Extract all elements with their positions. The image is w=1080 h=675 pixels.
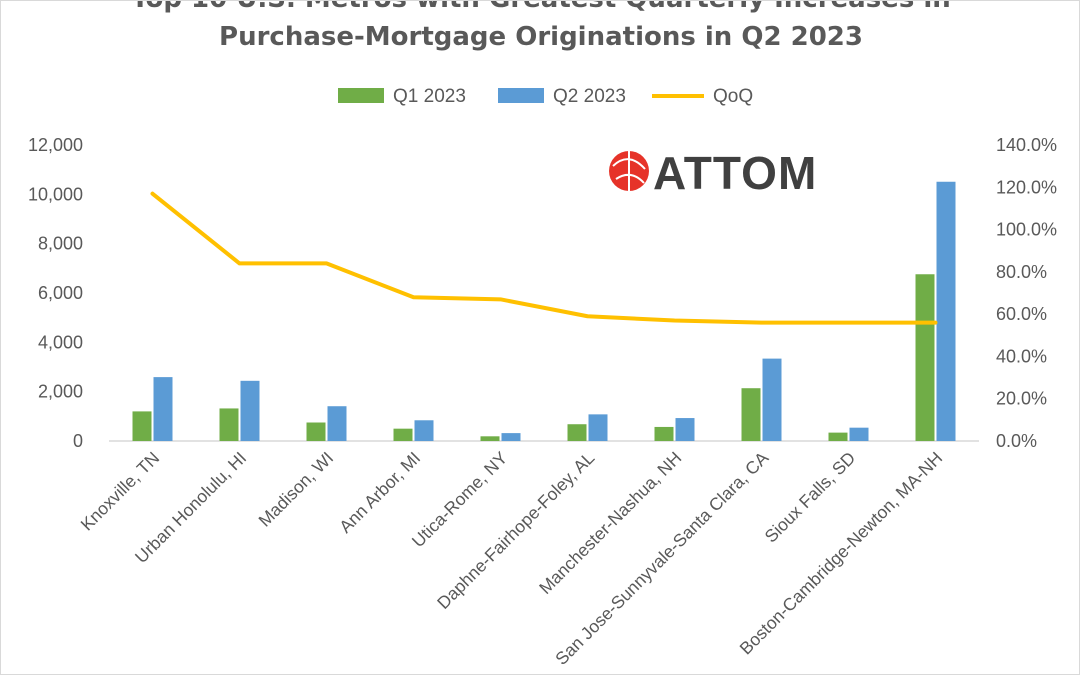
x-category-label: Ann Arbor, MI xyxy=(335,448,424,537)
y-axis-left: 0 2,000 4,000 6,000 8,000 10,000 12,000 xyxy=(28,135,83,451)
x-category-label: Daphne-Fairhope-Foley, AL xyxy=(433,448,598,613)
bar-q1-2023 xyxy=(567,424,587,441)
y-right-tick-label: 80.0% xyxy=(996,262,1047,282)
legend-swatch-q2 xyxy=(498,88,544,103)
bar-q1-2023 xyxy=(219,408,239,441)
y-right-tick-label: 20.0% xyxy=(996,389,1047,409)
legend: Q1 2023 Q2 2023 QoQ xyxy=(338,86,753,107)
y-axis-right: 0.0% 20.0% 40.0% 60.0% 80.0% 100.0% 120.0% 140.… xyxy=(996,135,1057,451)
bar-q2-2023 xyxy=(414,420,434,441)
y-left-tick-label: 2,000 xyxy=(38,382,83,402)
attom-logo-text: ATTOM xyxy=(653,147,817,199)
legend-label-q2: Q2 2023 xyxy=(553,86,626,107)
bar-q2-2023 xyxy=(849,427,869,441)
bar-q1-2023 xyxy=(915,274,935,441)
bar-q1-2023 xyxy=(393,428,413,441)
bar-q2-2023 xyxy=(501,433,521,441)
bar-q1-2023 xyxy=(828,432,848,441)
bar-series xyxy=(132,181,956,441)
bar-q1-2023 xyxy=(132,411,152,441)
y-right-tick-label: 60.0% xyxy=(996,304,1047,324)
x-category-label: Manchester-Nashua, NH xyxy=(535,448,685,598)
legend-swatch-q1 xyxy=(338,88,384,103)
qoq-line xyxy=(150,191,938,325)
bar-q1-2023 xyxy=(306,422,326,441)
bar-q1-2023 xyxy=(480,436,500,441)
y-left-tick-label: 8,000 xyxy=(38,234,83,254)
bar-q2-2023 xyxy=(240,380,260,441)
bar-q2-2023 xyxy=(675,418,695,441)
qoq-line-series xyxy=(150,191,938,325)
bar-q1-2023 xyxy=(654,426,674,441)
y-right-tick-label: 0.0% xyxy=(996,431,1037,451)
y-right-tick-label: 140.0% xyxy=(996,135,1057,155)
bar-q2-2023 xyxy=(762,358,782,441)
y-left-tick-label: 0 xyxy=(73,431,83,451)
y-left-tick-label: 6,000 xyxy=(38,283,83,303)
legend-label-q1: Q1 2023 xyxy=(393,86,466,107)
y-right-tick-label: 120.0% xyxy=(996,177,1057,197)
bar-q2-2023 xyxy=(327,406,347,441)
x-category-label: Knoxville, TN xyxy=(77,448,164,535)
y-right-tick-label: 40.0% xyxy=(996,346,1047,366)
attom-logo-globe-lines xyxy=(612,151,646,191)
y-left-tick-label: 4,000 xyxy=(38,332,83,352)
legend-label-qoq: QoQ xyxy=(713,86,753,107)
bar-q2-2023 xyxy=(588,414,608,441)
y-left-tick-label: 12,000 xyxy=(28,135,83,155)
chart-title-line-2: Purchase-Mortgage Originations in Q2 202… xyxy=(219,22,863,52)
chart-title-line-1: Top 10 U.S. Metros with Greatest Quarter… xyxy=(131,1,951,14)
bar-q1-2023 xyxy=(741,388,761,441)
x-category-label: Madison, WI xyxy=(254,448,337,531)
bar-q2-2023 xyxy=(936,181,956,441)
y-left-tick-label: 10,000 xyxy=(28,184,83,204)
x-category-label: Sioux Falls, SD xyxy=(761,448,860,547)
attom-logo: ATTOM xyxy=(609,147,817,199)
bar-q2-2023 xyxy=(153,377,173,441)
y-right-tick-label: 100.0% xyxy=(996,220,1057,240)
